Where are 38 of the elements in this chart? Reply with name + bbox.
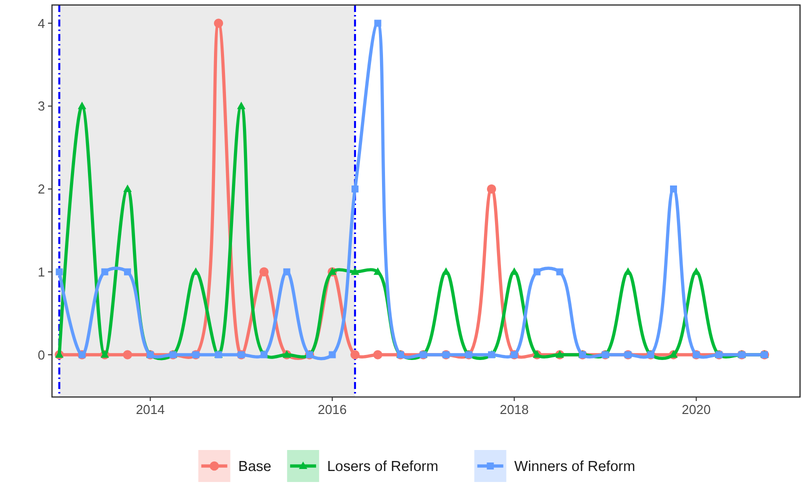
legend-label: Base: [238, 459, 272, 476]
point: [534, 268, 541, 276]
point: [352, 185, 359, 192]
y-tick-label: 0: [38, 347, 45, 362]
legend-label: Winners of Reform: [514, 459, 636, 476]
point: [123, 184, 132, 192]
point: [510, 267, 518, 275]
point: [624, 267, 632, 275]
point: [486, 184, 496, 194]
point: [374, 20, 382, 27]
y-tick-label: 4: [38, 16, 45, 31]
legend-label: Losers of Reform: [327, 459, 438, 476]
point: [124, 268, 132, 276]
point: [283, 268, 290, 276]
point: [374, 267, 382, 275]
point: [350, 267, 360, 275]
point: [692, 267, 700, 275]
x-tick-label: 2016: [318, 402, 347, 417]
point: [373, 350, 382, 360]
y-tick-label: 2: [38, 182, 45, 197]
point: [556, 268, 564, 276]
x-tick-label: 2020: [682, 402, 711, 417]
point: [122, 350, 132, 360]
x-tick-label: 2014: [136, 402, 165, 417]
point: [56, 268, 63, 276]
point: [350, 350, 360, 360]
point: [101, 268, 108, 276]
y-tick-label: 3: [38, 98, 45, 114]
y-tick-label: 1: [38, 264, 45, 280]
point: [214, 18, 224, 28]
point: [237, 102, 246, 110]
point: [442, 267, 450, 275]
x-tick-label: 2018: [500, 402, 529, 417]
point: [78, 102, 86, 110]
point: [259, 267, 269, 276]
point: [670, 185, 678, 192]
point: [328, 351, 336, 358]
point: [192, 267, 200, 275]
